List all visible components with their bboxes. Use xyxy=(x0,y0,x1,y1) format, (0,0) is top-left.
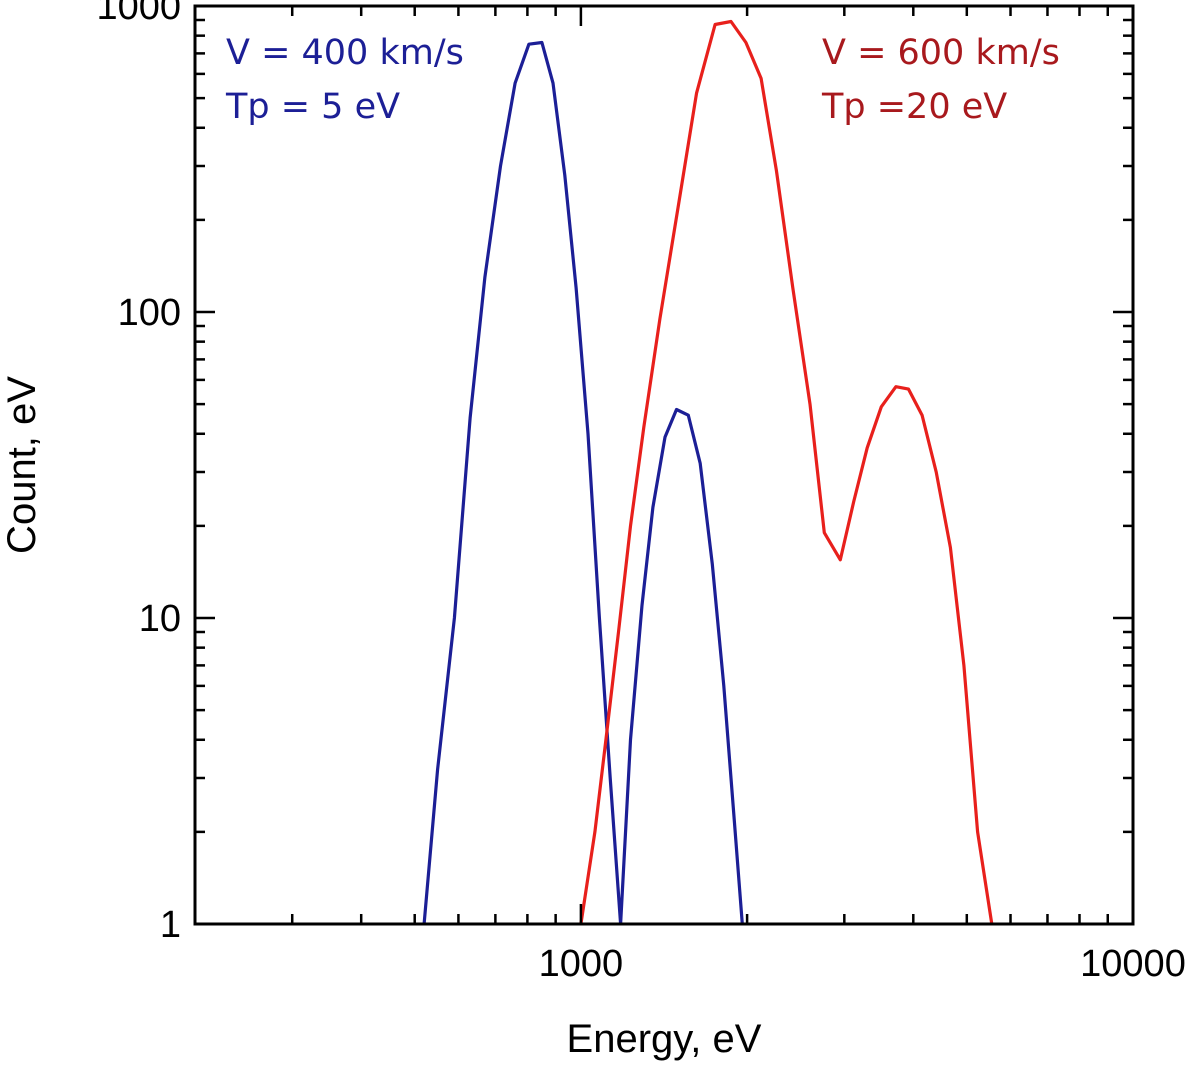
red-annotation-velocity: V = 600 km/s xyxy=(822,33,1060,73)
y-tick-label: 1000 xyxy=(96,0,181,28)
blue-annotation-velocity: V = 400 km/s xyxy=(226,33,464,73)
x-tick-label: 1000 xyxy=(539,943,624,985)
blue-annotation-temperature: Tp = 5 eV xyxy=(225,87,400,127)
x-axis-title: Energy, eV xyxy=(567,1017,762,1061)
y-tick-label: 1 xyxy=(160,904,181,946)
y-tick-label: 100 xyxy=(118,292,181,334)
red-annotation-temperature: Tp =20 eV xyxy=(821,87,1007,127)
plot-frame xyxy=(193,4,1135,926)
tick-labels: 1000 10000 1 10 100 1000 xyxy=(96,0,1185,985)
y-axis-title: Count, eV xyxy=(0,376,44,554)
series-line-blue xyxy=(422,40,744,924)
x-tick-label: 10000 xyxy=(1080,943,1186,985)
plot-lines xyxy=(422,19,994,924)
series-line-red xyxy=(579,19,994,924)
y-tick-label: 10 xyxy=(139,598,181,640)
axis-ticks xyxy=(193,4,1135,926)
